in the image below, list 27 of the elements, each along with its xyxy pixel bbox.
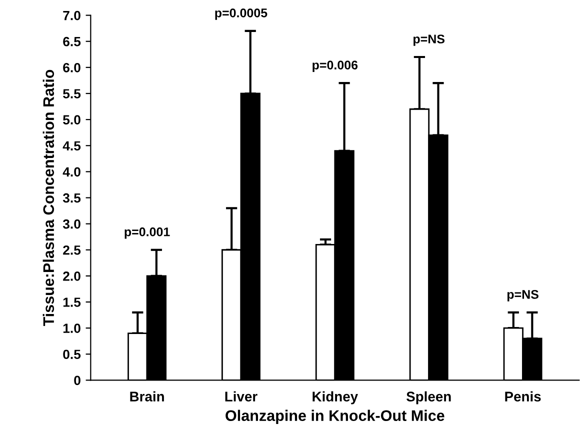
y-tick-label: 3.5 xyxy=(62,193,81,203)
y-tick-label: 5.5 xyxy=(63,89,81,98)
y-tick-label: 3.0 xyxy=(62,219,80,229)
y-tick-label: 0.5 xyxy=(63,350,81,360)
y-tick-label: 2.0 xyxy=(63,272,80,281)
annotation: p=0.001 xyxy=(124,227,170,239)
y-tick-label: 4.0 xyxy=(62,167,80,177)
annotation: p=0.0005 xyxy=(215,8,268,20)
annotation: p=0.006 xyxy=(312,60,358,72)
y-tick-label: 1.0 xyxy=(63,324,80,333)
y-tick-label: 1.5 xyxy=(63,298,81,307)
y-tick-label: 6.0 xyxy=(63,62,80,72)
annotation: p=NS xyxy=(507,290,538,302)
y-tick-label: 6.5 xyxy=(63,36,81,46)
y-tick-label: 4.5 xyxy=(62,141,81,151)
annotation: p=NS xyxy=(414,34,445,46)
y-tick-label: 0 xyxy=(74,376,80,386)
y-axis-title: Tissue:Plasma Concentration Ratio xyxy=(42,70,54,326)
x-tick-label: Liver xyxy=(225,391,258,402)
x-tick-label: Kidney xyxy=(312,391,358,404)
y-tick-label: 2.5 xyxy=(63,245,81,255)
y-tick-label: 7.0 xyxy=(63,10,80,20)
x-tick-label: Penis xyxy=(505,391,541,402)
x-tick-label: Brain xyxy=(130,391,164,402)
x-tick-label: Spleen xyxy=(406,391,451,404)
x-axis-title: Olanzapine in Knock-Out Mice xyxy=(226,410,444,424)
y-tick-label: 5.0 xyxy=(63,115,80,124)
